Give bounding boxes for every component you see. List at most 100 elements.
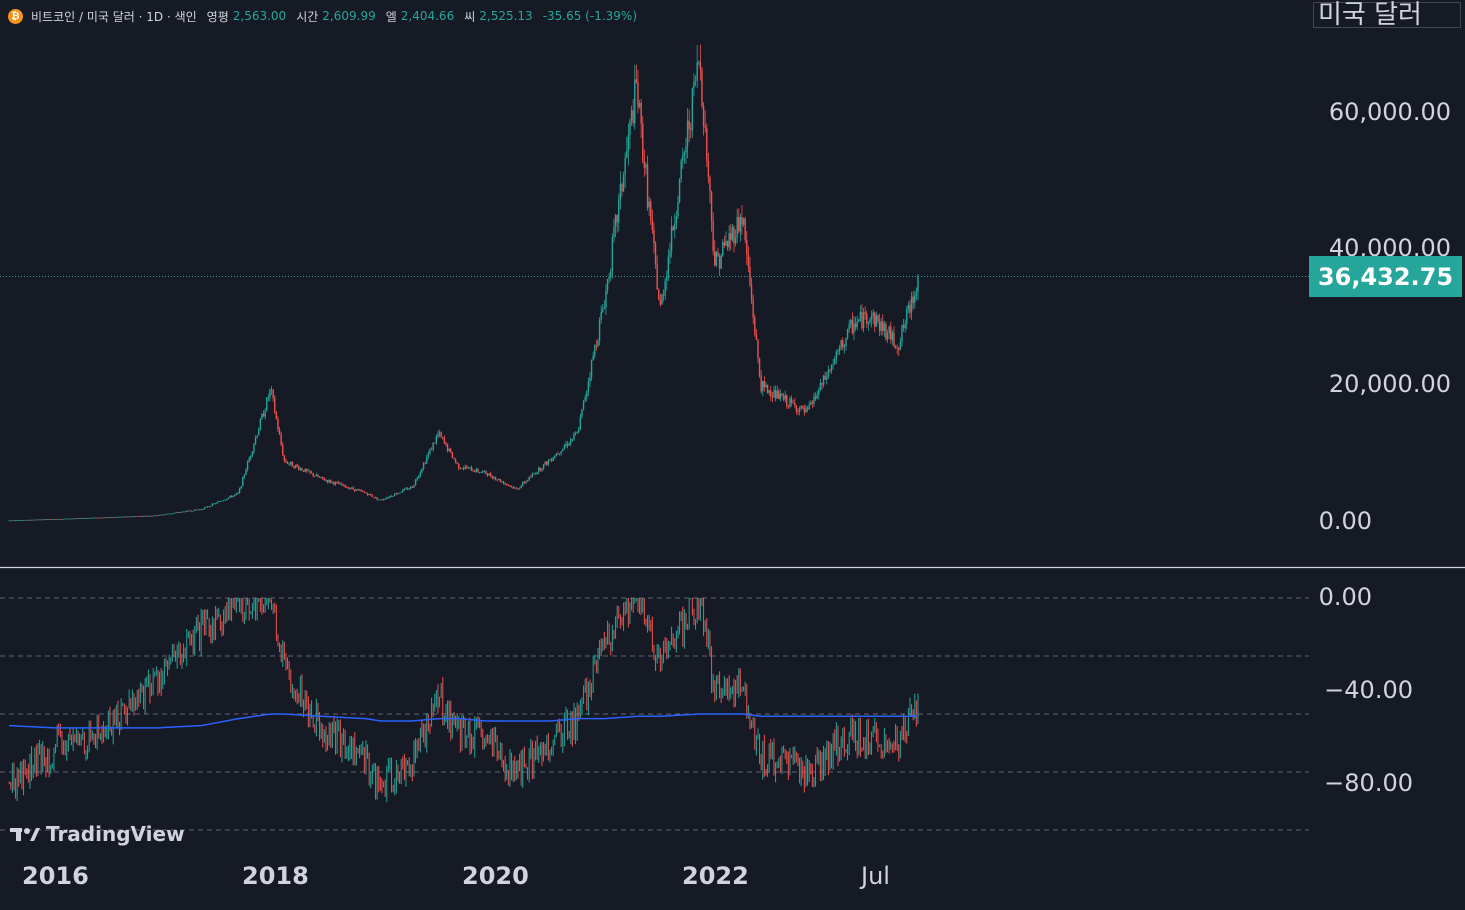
candle-body — [174, 512, 177, 514]
candle-body — [147, 515, 150, 517]
candle-body — [824, 375, 826, 380]
candle-body — [485, 470, 487, 474]
candle-body — [758, 358, 761, 376]
candle-body — [326, 480, 329, 483]
candle-body — [291, 461, 294, 467]
candle-body — [894, 346, 897, 348]
price-axis-label: 0.00 — [1318, 507, 1372, 535]
change-value: -35.65 (-1.39%) — [542, 9, 637, 23]
open-value: 2,563.00 — [232, 9, 287, 23]
candle-body — [827, 370, 830, 378]
candle-body — [699, 61, 702, 70]
candle-body — [768, 390, 770, 393]
candle-body — [371, 495, 374, 497]
candle-body — [915, 292, 918, 296]
candle-body — [878, 321, 881, 331]
candle-body — [480, 472, 482, 473]
candle-body — [640, 102, 642, 124]
close-value: 2,525.13 — [479, 9, 533, 23]
candle-body — [122, 516, 124, 518]
candle-body — [792, 402, 794, 404]
candle-body — [198, 509, 201, 511]
candle-body — [587, 381, 590, 391]
candle-body — [685, 146, 687, 153]
candle-body — [62, 518, 65, 520]
candle-body — [502, 481, 505, 484]
candle-body — [373, 496, 375, 498]
candle-body — [549, 459, 551, 461]
candle-body — [261, 413, 263, 420]
candle-body — [726, 240, 729, 248]
candle-body — [358, 489, 361, 491]
candle-body — [880, 321, 882, 331]
candle-body — [842, 340, 844, 348]
candle-body — [360, 490, 362, 491]
symbol-title[interactable]: 비트코인 / 미국 달러 · 1D · 색인 — [31, 9, 197, 24]
candle-body — [862, 312, 865, 329]
candle-body — [459, 468, 462, 470]
candle-body — [517, 488, 519, 490]
candle-body — [696, 62, 698, 81]
low-value: 2,404.66 — [400, 9, 455, 23]
candle-body — [282, 444, 284, 456]
candle-body — [136, 516, 138, 517]
candle-body — [187, 510, 190, 512]
candle-body — [861, 312, 863, 329]
candle-body — [54, 518, 57, 520]
candle-body — [74, 518, 76, 520]
candle-body — [82, 518, 84, 520]
candle-body — [146, 515, 148, 517]
currency-label[interactable]: 미국 달러 — [1313, 2, 1461, 28]
candle-body — [774, 389, 777, 399]
price-axis-label: 20,000.00 — [1328, 370, 1451, 398]
candle-body — [678, 178, 681, 203]
candle-body — [558, 453, 561, 455]
candle-body — [160, 514, 162, 516]
candle-body — [384, 498, 386, 500]
candle-body — [595, 345, 598, 347]
candle-body — [757, 339, 759, 359]
candle-body — [112, 517, 114, 518]
candle-body — [302, 470, 305, 472]
candle-body — [32, 519, 34, 521]
candle-body — [237, 492, 239, 494]
candle-body — [602, 308, 604, 313]
candle-body — [565, 443, 567, 447]
candle-body — [744, 218, 746, 240]
candle-body — [614, 215, 617, 227]
candle-body — [272, 389, 274, 399]
candle-body — [624, 158, 626, 175]
candle-body — [398, 492, 401, 494]
tradingview-logo[interactable]: TradingView — [10, 822, 185, 846]
candle-body — [349, 488, 351, 490]
candle-body — [245, 469, 247, 476]
time-axis-label: 2016 — [22, 862, 89, 890]
candle-body — [752, 299, 754, 318]
candle-body — [491, 476, 494, 479]
candle-body — [120, 516, 122, 518]
candle-body — [219, 501, 222, 503]
candle-body — [541, 468, 543, 471]
candle-body — [627, 135, 630, 151]
candle-body — [150, 515, 153, 517]
candle-body — [458, 463, 460, 469]
candle-body — [622, 174, 625, 192]
candle-body — [867, 322, 870, 324]
candle-body — [78, 518, 81, 519]
candle-body — [670, 226, 673, 252]
candle-body — [376, 497, 378, 500]
candle-body — [803, 407, 806, 413]
candle-body — [107, 517, 110, 519]
candle-body — [83, 518, 86, 519]
candle-body — [717, 252, 719, 257]
brand-name: TradingView — [46, 822, 185, 846]
candle-body — [216, 502, 218, 504]
candle-body — [472, 470, 474, 472]
candle-body — [166, 513, 169, 515]
candle-body — [531, 474, 534, 477]
candle-body — [477, 469, 479, 472]
candle-body — [86, 518, 89, 519]
candle-body — [182, 511, 185, 513]
time-axis-label: 2018 — [242, 862, 309, 890]
